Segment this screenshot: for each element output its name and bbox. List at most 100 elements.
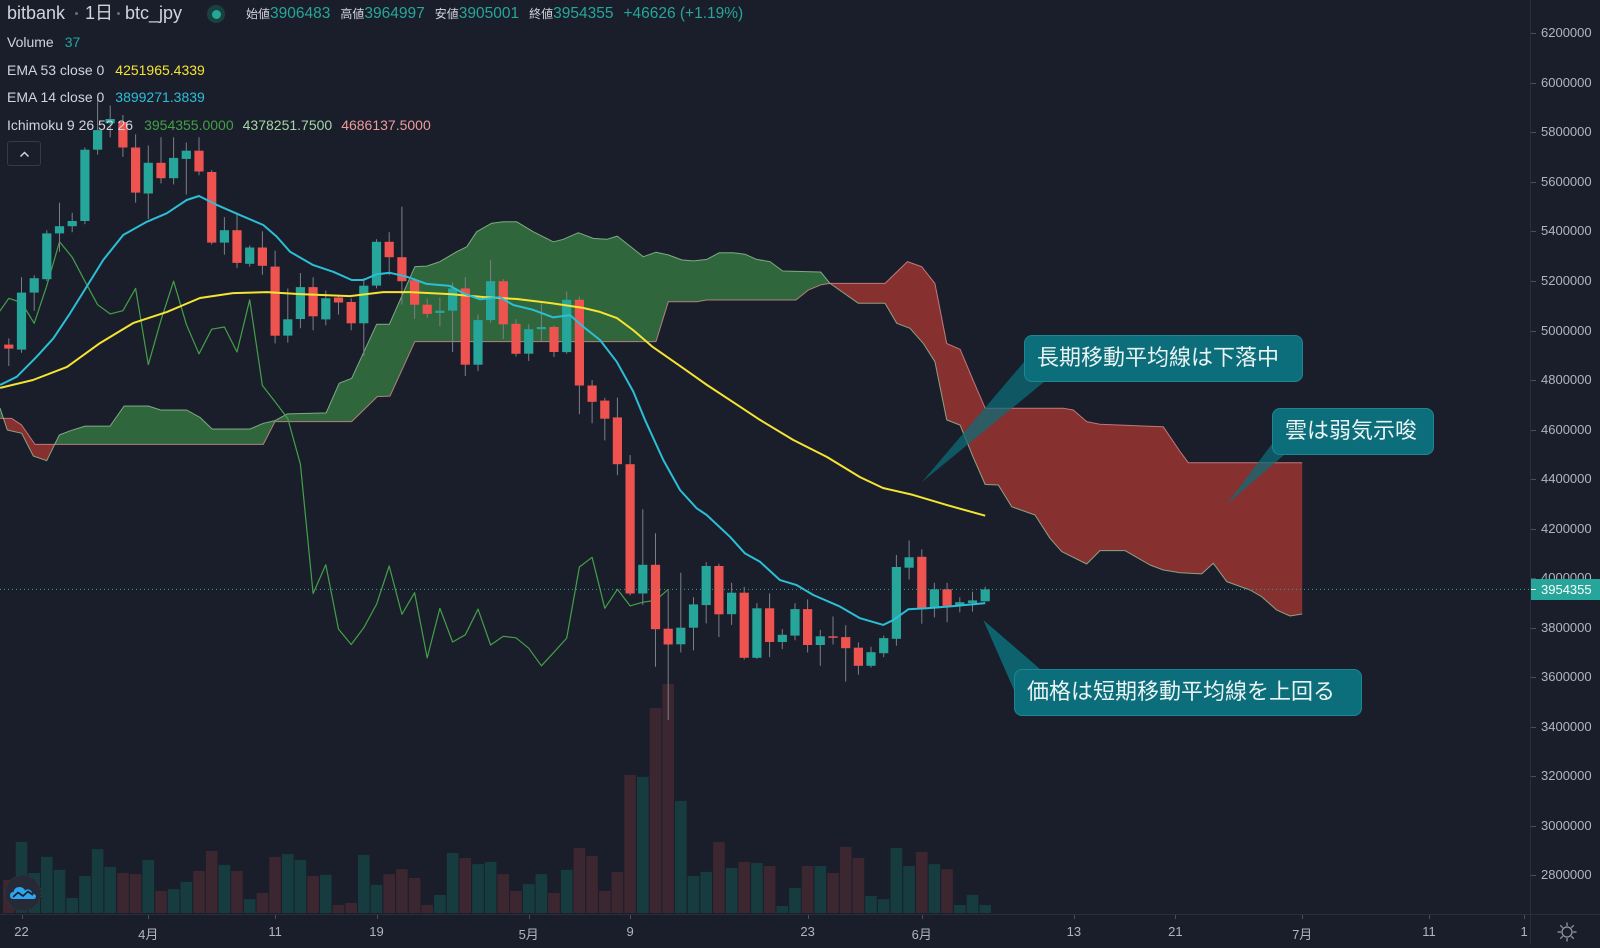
- candle: [42, 230, 52, 282]
- candle-body: [473, 320, 483, 365]
- price-tick-mark: [1531, 479, 1536, 481]
- candle-body: [308, 287, 318, 317]
- low-value: 3905001: [458, 4, 520, 22]
- candle: [688, 597, 699, 651]
- candle: [156, 137, 166, 184]
- high-value: 3964997: [364, 4, 425, 22]
- close-value: 3954355: [553, 4, 614, 22]
- volume-bar: [801, 866, 814, 913]
- candle: [676, 572, 686, 653]
- ohlc-legend: 始値 3906483 高値 3964997 安値 3905001 終値 3954355 …: [246, 1, 743, 26]
- candle: [929, 582, 939, 618]
- volume-bar: [700, 871, 712, 913]
- volume-bar: [434, 894, 446, 913]
- volume-bar: [345, 903, 357, 913]
- candle-body: [384, 241, 394, 258]
- price-tick-mark: [1531, 825, 1536, 827]
- candle-body: [42, 233, 52, 280]
- price-tick-mark: [1531, 132, 1536, 134]
- candle: [232, 212, 242, 269]
- legend-volume[interactable]: Volume 37: [7, 32, 80, 52]
- candle: [752, 603, 762, 659]
- market-status-icon[interactable]: [207, 5, 225, 23]
- exchange-name[interactable]: bitbank: [7, 3, 66, 23]
- candle-body: [435, 310, 445, 313]
- candle-body: [29, 278, 39, 293]
- chevron-up-icon: [19, 151, 30, 158]
- callout-price-above-short-ema[interactable]: 価格は短期移動平均線を上回る: [1014, 669, 1362, 716]
- time-tick-label: 1: [1520, 924, 1528, 939]
- candle: [118, 115, 128, 157]
- price-tick-mark: [1531, 726, 1536, 728]
- volume-bar: [269, 856, 281, 913]
- volume-bar: [662, 684, 674, 913]
- lagging-span-value: 3954355.0000: [144, 117, 234, 133]
- candle: [257, 231, 267, 275]
- candle: [105, 105, 115, 138]
- time-tick-mark: [807, 915, 809, 919]
- price-tick-mark: [1531, 82, 1536, 84]
- volume-bar: [307, 876, 319, 913]
- chart-settings-button[interactable]: [1556, 921, 1578, 943]
- candle: [587, 380, 597, 424]
- volume-bar: [472, 864, 484, 913]
- volume-bar: [497, 874, 510, 913]
- separator-dot: [117, 12, 120, 15]
- candle: [727, 582, 737, 625]
- volume-bar: [53, 869, 66, 913]
- chart-canvas[interactable]: [0, 0, 1530, 914]
- open-value: 3906483: [270, 4, 331, 22]
- interval-label[interactable]: 1日: [85, 3, 114, 23]
- candle-body: [219, 230, 229, 243]
- callout-long-ema-falling[interactable]: 長期移動平均線は下落中: [1024, 335, 1303, 382]
- volume-bar: [446, 853, 459, 913]
- candle-body: [853, 647, 863, 666]
- time-tick-label: 22: [14, 924, 29, 939]
- candle: [131, 134, 141, 203]
- volume-bar: [294, 859, 307, 913]
- candle: [828, 616, 838, 645]
- candle: [524, 324, 534, 361]
- candle: [967, 591, 978, 612]
- candle-body: [16, 292, 27, 350]
- volume-bar: [66, 898, 78, 913]
- legend-ema-53[interactable]: EMA 53 close 0 4251965.4339: [7, 60, 205, 80]
- price-tick-label: 6000000: [1541, 74, 1592, 90]
- candle-body: [131, 147, 141, 193]
- price-tick-mark: [1531, 776, 1536, 778]
- candle-body: [980, 589, 990, 602]
- callout-cloud-bearish[interactable]: 雲は弱気示唆: [1272, 408, 1434, 455]
- candle: [562, 291, 572, 354]
- candle-body: [270, 266, 280, 336]
- candle-body: [283, 319, 293, 336]
- symbol-name[interactable]: btc_jpy: [125, 3, 183, 23]
- collapse-legend-button[interactable]: [7, 141, 41, 166]
- chart-pane[interactable]: [0, 0, 1530, 914]
- price-tick-label: 4200000: [1541, 520, 1592, 536]
- legend-ichimoku[interactable]: Ichimoku 9 26 52 26 3954355.0000 4378251.7…: [7, 115, 431, 135]
- candle-body: [245, 247, 255, 264]
- candle: [498, 279, 508, 340]
- time-tick-mark: [21, 915, 23, 919]
- candle-body: [422, 304, 432, 314]
- candle: [245, 245, 255, 267]
- market-status-dot: [211, 9, 221, 19]
- price-tick-label: 5200000: [1541, 272, 1592, 288]
- price-tick-label: 3800000: [1541, 619, 1592, 635]
- tradingview-logo[interactable]: [3, 873, 43, 913]
- price-tick-mark: [1531, 280, 1536, 282]
- candle-body: [739, 592, 749, 658]
- time-tick-mark: [1175, 915, 1177, 919]
- candle: [701, 562, 711, 624]
- bullish-cloud: [54, 221, 830, 446]
- candle-body: [232, 230, 242, 263]
- time-axis[interactable]: 22 4月 11 19 5月 9 23 6月 13 21 7月 11 1: [0, 914, 1530, 944]
- open-label: 始値: [246, 7, 271, 21]
- price-axis[interactable]: 6200000 6000000 5800000 5600000 5400000 52000…: [1530, 0, 1600, 914]
- volume-bar: [560, 869, 573, 913]
- time-tick-mark: [528, 915, 530, 919]
- volume-bar: [167, 889, 180, 913]
- candle-body: [207, 172, 217, 243]
- indicator-name: EMA 53 close 0: [7, 62, 105, 78]
- legend-ema-14[interactable]: EMA 14 close 0 3899271.3839: [7, 87, 205, 107]
